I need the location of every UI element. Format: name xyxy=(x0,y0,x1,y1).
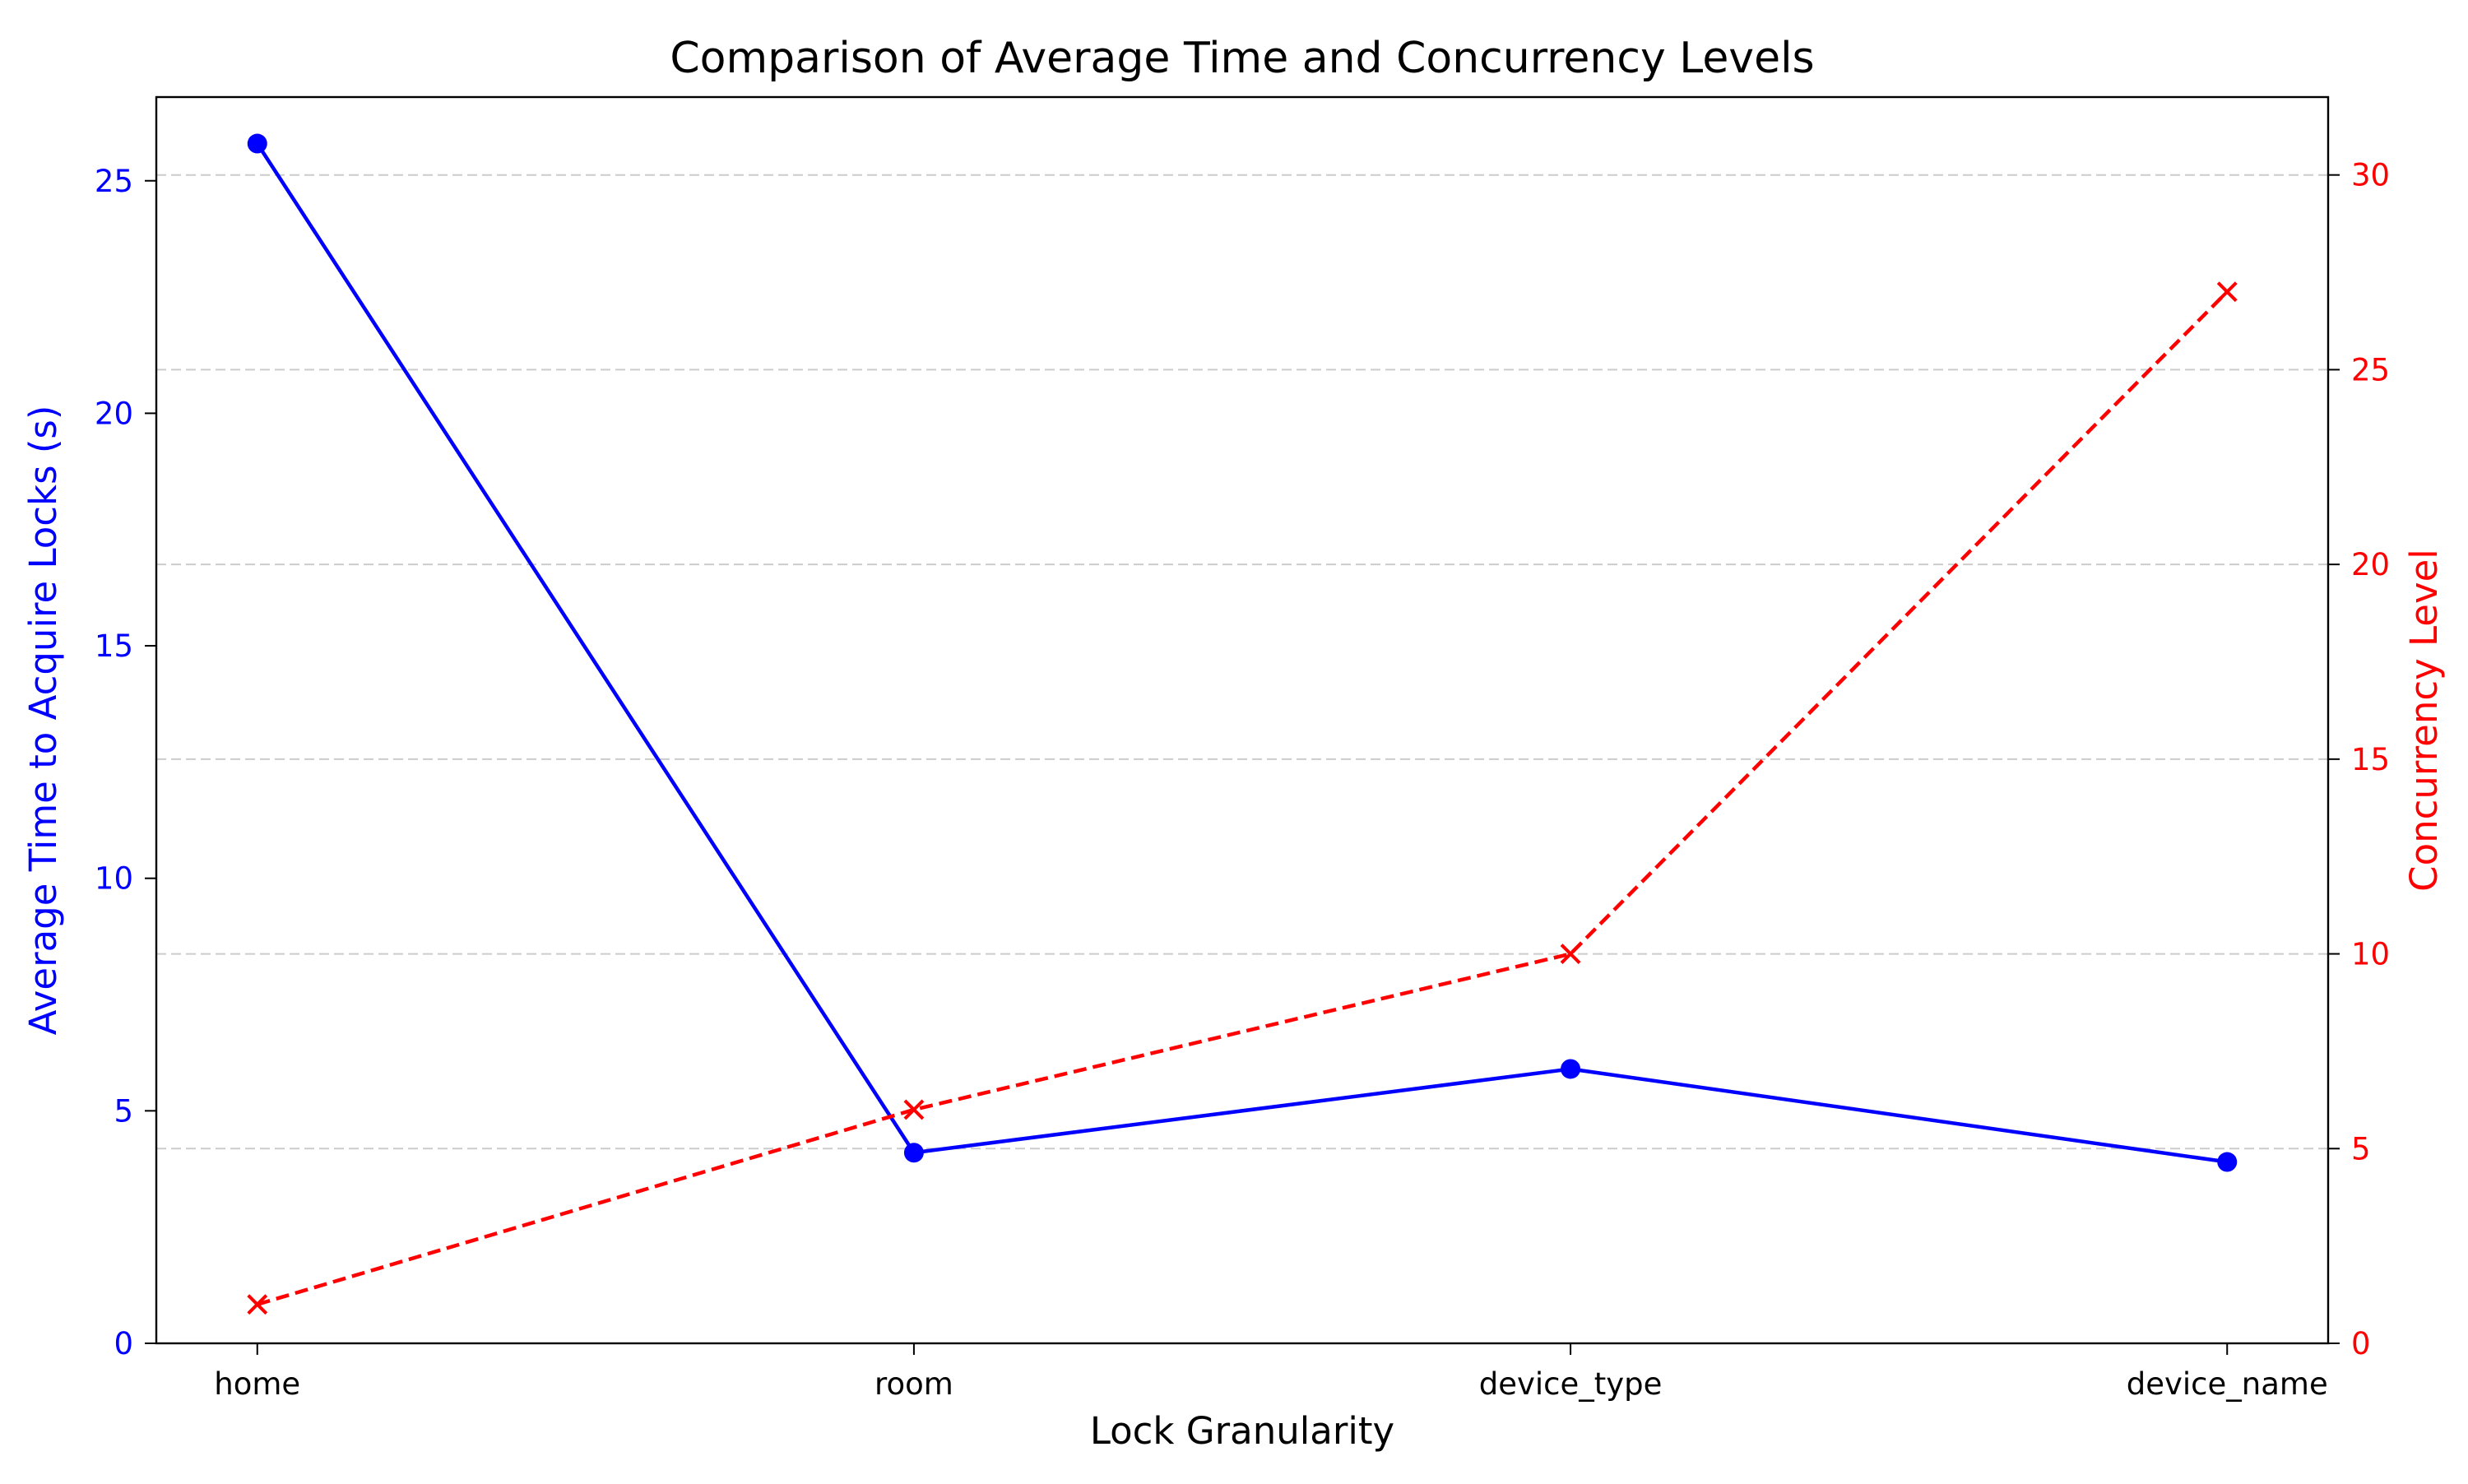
series-line-average-time xyxy=(255,142,2228,1164)
series-layer xyxy=(247,133,2238,1315)
data-point-x xyxy=(903,1099,925,1120)
y-left-tick-label: 5 xyxy=(114,1093,133,1129)
y-left-tick-label: 0 xyxy=(114,1326,133,1361)
y-right-tick-label: 20 xyxy=(2351,547,2390,582)
y-axis-right: 0 5 10 15 20 25 30 xyxy=(2328,158,2390,1361)
y-axis-right-label: Concurrency Level xyxy=(2402,549,2446,892)
y-axis-left-label: Average Time to Acquire Locks (s) xyxy=(21,406,65,1036)
data-point-circle xyxy=(247,133,267,154)
data-point-circle xyxy=(903,1143,924,1163)
data-point-x xyxy=(2216,281,2238,303)
y-right-tick-label: 0 xyxy=(2351,1326,2371,1361)
plot-frame xyxy=(155,95,2330,1345)
y-axis-left: 0 5 10 15 20 25 xyxy=(95,164,156,1361)
x-tick-label: room xyxy=(874,1366,953,1402)
y-left-tick-label: 15 xyxy=(95,628,133,664)
chart-title: Comparison of Average Time and Concurren… xyxy=(670,34,1814,83)
x-axis-label: Lock Granularity xyxy=(1090,1409,1394,1453)
data-point-x xyxy=(1560,944,1581,964)
data-point-circle xyxy=(1561,1059,1581,1079)
y-right-tick-label: 15 xyxy=(2351,742,2390,777)
x-axis: home room device_type device_name xyxy=(214,1343,2328,1402)
grid-lines xyxy=(156,174,2328,1150)
y-right-tick-label: 10 xyxy=(2351,937,2390,972)
x-tick-label: device_type xyxy=(1479,1366,1663,1402)
x-tick-label: device_name xyxy=(2127,1366,2328,1402)
x-tick-label: home xyxy=(214,1366,300,1402)
y-right-tick-label: 25 xyxy=(2351,352,2390,387)
data-point-circle xyxy=(2217,1152,2238,1172)
y-right-tick-label: 5 xyxy=(2351,1131,2371,1166)
data-point-x xyxy=(247,1294,268,1315)
y-right-tick-label: 30 xyxy=(2351,158,2390,193)
y-left-tick-label: 10 xyxy=(95,861,133,897)
y-left-tick-label: 20 xyxy=(95,396,133,431)
series-line-concurrency xyxy=(257,290,2229,1306)
y-left-tick-label: 25 xyxy=(95,164,133,199)
